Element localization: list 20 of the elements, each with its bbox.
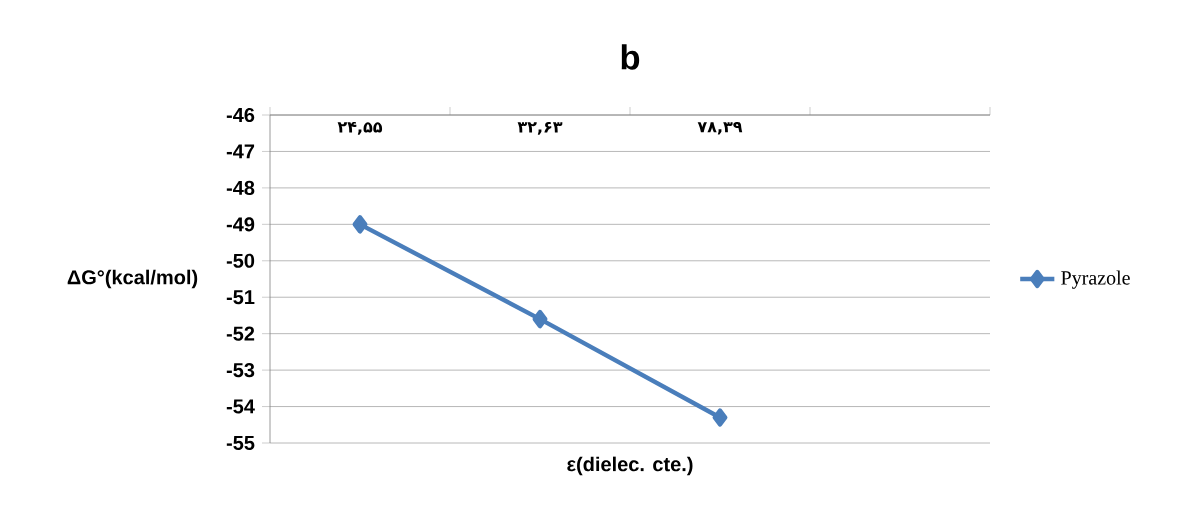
- y-tick-label: -48: [226, 180, 255, 195]
- y-axis-title: ΔG°(kcal/mol): [67, 269, 198, 289]
- x-tick-label: ۲۴,۵۵: [337, 122, 383, 135]
- x-axis-title: ε(dielec. cte.): [567, 456, 693, 476]
- y-tick-label: -51: [226, 290, 255, 305]
- y-tick-label: -53: [226, 363, 255, 378]
- y-tick-label: -49: [226, 217, 255, 232]
- x-tick-label: ۷۸,۳۹: [697, 122, 743, 135]
- point: [532, 309, 548, 329]
- y-tick-label: -55: [226, 436, 255, 450]
- y-tick-label: -52: [226, 326, 255, 341]
- y-tick-label: -46: [226, 107, 255, 123]
- point: [352, 215, 368, 234]
- y-tick-label: -47: [226, 144, 255, 159]
- legend-label: Pyrazole: [1061, 270, 1130, 289]
- x-tick-label: ۳۲,۶۳: [517, 122, 563, 135]
- y-tick-label: -54: [226, 399, 255, 414]
- y-tick-label: -50: [226, 253, 255, 268]
- chart-title: b: [621, 44, 640, 70]
- point: [712, 408, 728, 427]
